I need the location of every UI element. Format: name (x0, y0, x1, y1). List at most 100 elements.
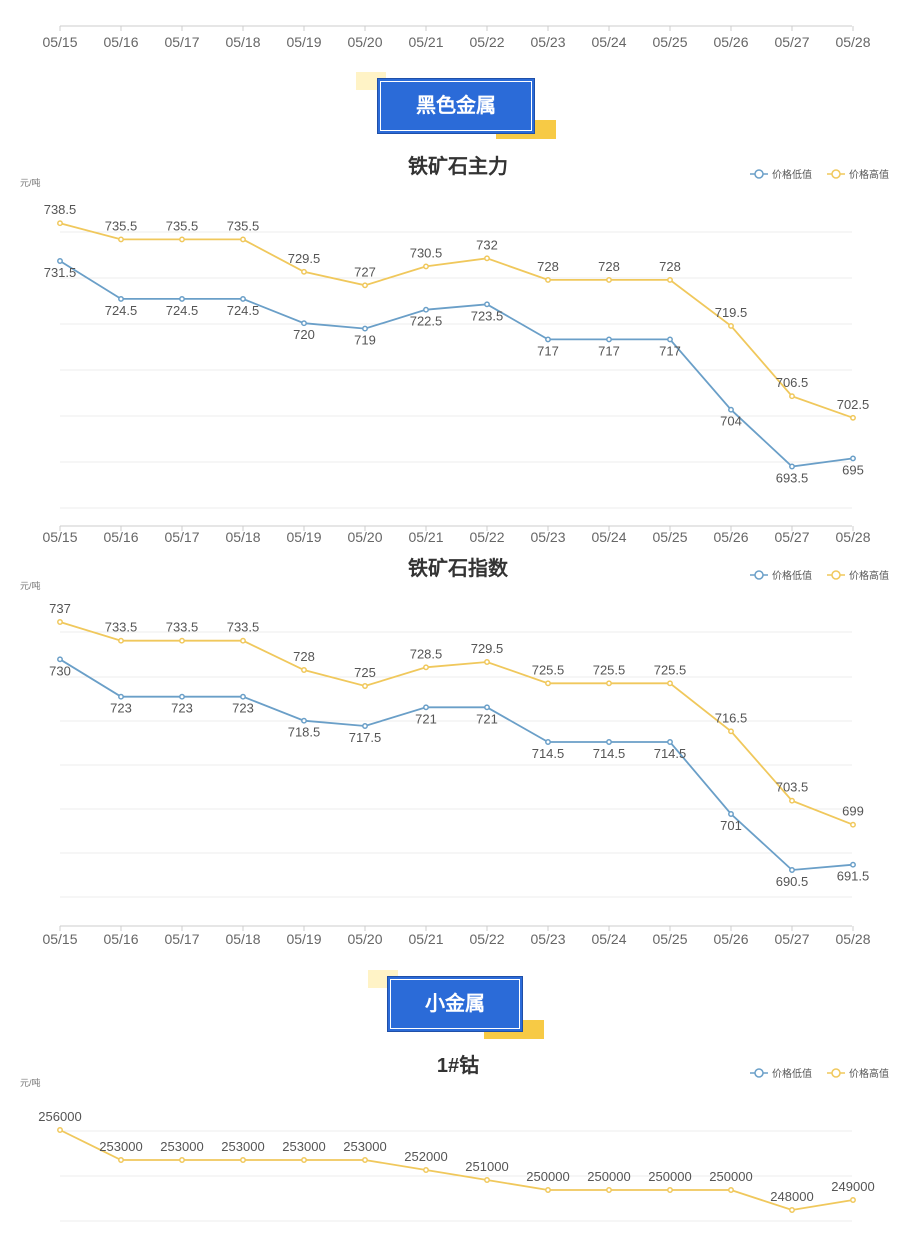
data-point (301, 667, 307, 673)
x-tick-label: 05/17 (164, 931, 199, 947)
data-label: 727 (354, 264, 376, 279)
x-tick-label: 05/24 (591, 931, 626, 947)
data-point (789, 463, 795, 470)
data-label: 735.5 (227, 218, 260, 233)
data-point (240, 1157, 246, 1163)
data-point (179, 1157, 185, 1163)
data-label: 702.5 (837, 397, 870, 412)
data-point (667, 680, 673, 687)
data-label: 730 (49, 663, 71, 678)
series-line-high (59, 222, 854, 419)
data-label: 253000 (343, 1139, 386, 1154)
data-label: 722.5 (410, 314, 443, 329)
data-point (118, 1157, 124, 1163)
x-tick-label: 05/20 (347, 34, 382, 50)
x-tick-label: 05/21 (408, 34, 443, 50)
data-label: 699 (842, 804, 864, 819)
data-label: 717 (659, 343, 681, 358)
legend-entry: 价格高值 (849, 168, 889, 181)
data-label: 732 (476, 237, 498, 252)
data-point (789, 797, 795, 804)
x-tick-label: 05/19 (286, 34, 321, 50)
series-line-low (59, 260, 854, 468)
data-point (57, 258, 63, 264)
data-label: 725.5 (532, 662, 565, 677)
data-point (667, 276, 673, 283)
x-tick-label: 05/25 (652, 931, 687, 947)
x-tick-label: 05/19 (286, 529, 321, 545)
data-label: 723.5 (471, 308, 504, 323)
data-point (57, 1127, 63, 1133)
legend-swatch-marker (831, 169, 841, 179)
data-point (240, 693, 246, 700)
data-label: 728 (598, 259, 620, 274)
data-point (606, 276, 612, 283)
data-label: 718.5 (288, 725, 321, 740)
chart-title: 铁矿石指数 (408, 556, 509, 580)
data-point (179, 236, 185, 243)
data-point (728, 406, 734, 413)
data-point (850, 455, 856, 462)
data-label: 250000 (587, 1169, 630, 1184)
data-label: 253000 (99, 1139, 142, 1154)
data-point (850, 861, 856, 868)
x-tick-label: 05/20 (347, 529, 382, 545)
data-point (606, 739, 612, 745)
data-point (118, 693, 124, 700)
x-tick-label: 05/22 (469, 529, 504, 545)
section-title-ferrous: 黑色金属 (377, 78, 535, 134)
data-point (57, 619, 63, 625)
data-label: 733.5 (105, 620, 138, 635)
data-label: 728 (537, 259, 559, 274)
data-point (423, 306, 429, 313)
x-tick-label: 05/25 (652, 34, 687, 50)
data-label: 703.5 (776, 780, 809, 795)
data-label: 690.5 (776, 874, 809, 889)
chart-title: 1#钴 (437, 1053, 479, 1077)
data-point (240, 295, 246, 302)
data-point (667, 1187, 673, 1193)
data-point (606, 336, 612, 343)
data-label: 724.5 (227, 303, 260, 318)
data-point (850, 1197, 856, 1203)
data-point (728, 728, 734, 735)
data-point (362, 683, 368, 689)
data-point (301, 268, 307, 275)
legend-swatch-marker (831, 570, 841, 580)
data-point (484, 301, 490, 308)
data-label: 733.5 (166, 620, 199, 635)
x-tick-label: 05/23 (530, 529, 565, 545)
data-label: 721 (415, 711, 437, 726)
data-label: 714.5 (654, 746, 687, 761)
series-line-high (59, 1129, 854, 1211)
y-unit-label: 元/吨 (20, 580, 41, 591)
data-label: 256000 (38, 1109, 81, 1124)
data-label: 706.5 (776, 375, 809, 390)
data-label: 716.5 (715, 710, 748, 725)
data-point (118, 637, 124, 644)
x-tick-label: 05/16 (103, 529, 138, 545)
x-tick-label: 05/26 (713, 34, 748, 50)
data-point (240, 236, 246, 243)
data-point (545, 1187, 551, 1193)
data-label: 250000 (648, 1169, 691, 1184)
data-point (423, 664, 429, 671)
data-label: 253000 (160, 1139, 203, 1154)
x-tick-label: 05/27 (774, 529, 809, 545)
legend-swatch-marker (754, 570, 764, 580)
data-point (179, 295, 185, 302)
x-tick-label: 05/15 (42, 529, 77, 545)
data-label: 733.5 (227, 620, 260, 635)
x-tick-label: 05/16 (103, 931, 138, 947)
data-point (362, 325, 368, 332)
data-label: 735.5 (166, 218, 199, 233)
data-point (179, 693, 185, 700)
data-point (667, 336, 673, 343)
legend-swatch-marker (831, 1068, 841, 1078)
legend-swatch-marker (754, 169, 764, 179)
data-label: 719 (354, 333, 376, 348)
x-tick-label: 05/18 (225, 529, 260, 545)
data-label: 731.5 (44, 265, 77, 280)
data-point (728, 811, 734, 817)
